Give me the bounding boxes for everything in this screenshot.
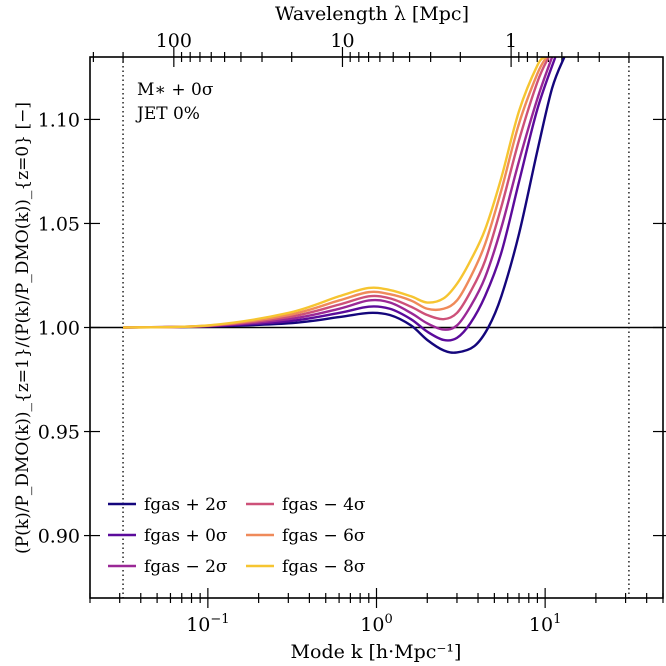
x-tick-label: 10−1	[186, 612, 229, 636]
legend-label: fgas − 2σ	[144, 557, 228, 577]
annotation-mstar: M∗ + 0σ	[137, 80, 214, 100]
top-axis-title: Wavelength λ [Mpc]	[275, 3, 469, 25]
y-tick-label: 0.90	[38, 526, 80, 548]
x-tick-label: 100	[360, 612, 392, 636]
y-axis-title: (P(k)/P_DMO(k))_{z=1}/(P(k)/P_DMO(k))_{z…	[13, 102, 33, 554]
series-line-5	[123, 57, 547, 329]
top-tick-label: 100	[156, 30, 192, 52]
y-tick-label: 0.95	[38, 422, 80, 444]
annotation-jet: JET 0%	[135, 104, 200, 124]
series-line-0	[123, 57, 566, 354]
y-tick-label: 1.00	[38, 318, 80, 340]
top-tick-label: 10	[330, 30, 354, 52]
series-line-2	[123, 57, 554, 331]
legend-label: fgas − 6σ	[282, 526, 366, 546]
plot-frame	[89, 56, 664, 599]
series-line-3	[123, 57, 550, 329]
legend: fgas + 2σ fgas + 0σ fgas − 2σ fgas − 4σ fgas…	[108, 495, 366, 577]
y-tick-label: 1.10	[38, 109, 80, 131]
series-line-4	[123, 57, 548, 329]
legend-label: fgas − 4σ	[282, 495, 366, 515]
legend-label: fgas − 8σ	[282, 557, 366, 577]
legend-label: fgas + 0σ	[144, 526, 228, 546]
y-tick-label: 1.05	[38, 213, 80, 235]
x-axis-title: Mode k [h·Mpc⁻¹]	[291, 641, 462, 663]
legend-label: fgas + 2σ	[144, 495, 228, 515]
x-tick-label: 101	[529, 612, 561, 636]
series-lines	[123, 57, 566, 354]
top-tick-label: 1	[505, 30, 517, 52]
series-line-1	[123, 57, 557, 342]
